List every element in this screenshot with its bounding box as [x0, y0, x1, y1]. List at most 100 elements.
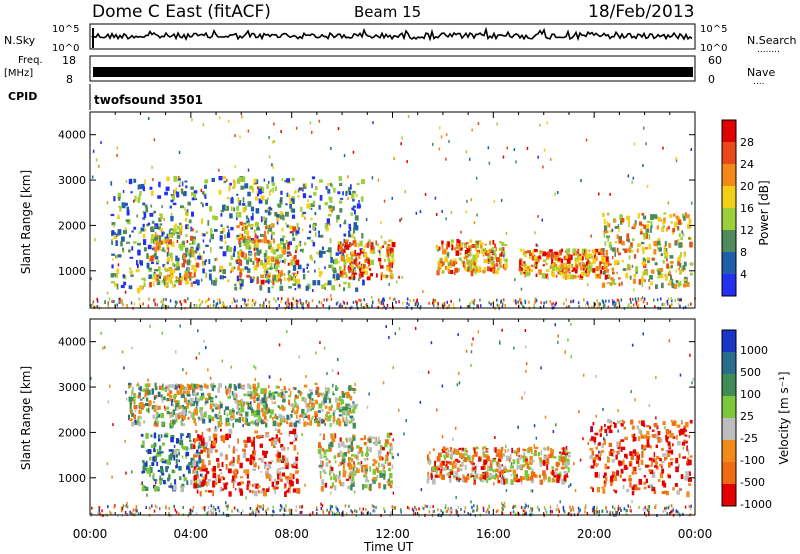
power-cell [632, 303, 635, 307]
velocity-cell [457, 476, 460, 480]
velocity-cell [268, 461, 272, 465]
power-cell [683, 279, 687, 281]
velocity-cell [90, 376, 92, 380]
power-cell [231, 267, 234, 272]
power-cell [343, 233, 347, 237]
power-cell [358, 261, 361, 265]
power-cell [172, 284, 175, 289]
velocity-cell [190, 383, 194, 389]
power-cell [267, 287, 271, 293]
velocity-cell [240, 401, 243, 408]
velocity-cell [441, 435, 444, 439]
power-cell [185, 300, 187, 304]
power-cell [256, 191, 259, 194]
velocity-cell [249, 385, 252, 390]
velocity-cell [679, 432, 682, 436]
velocity-cell [473, 481, 475, 485]
velocity-cell [252, 450, 256, 456]
velocity-cell [479, 476, 483, 480]
power-cell [258, 188, 262, 195]
velocity-cell [303, 384, 308, 388]
power-cell [347, 197, 349, 200]
power-cell [234, 165, 236, 169]
velocity-cell [634, 436, 637, 441]
power-cell [614, 219, 617, 223]
power-cell [466, 305, 469, 309]
velocity-cell [568, 484, 570, 488]
velocity-cell [375, 477, 378, 482]
power-cell [440, 135, 443, 139]
velocity-cell [438, 452, 442, 457]
power-cell [542, 259, 547, 263]
power-cell [365, 303, 367, 307]
power-cell [417, 302, 419, 306]
velocity-cell [290, 481, 294, 487]
power-cell [163, 231, 165, 235]
power-cell [218, 176, 223, 181]
velocity-cell [486, 465, 490, 471]
velocity-cell [360, 461, 363, 464]
power-cell [330, 257, 333, 263]
velocity-cell [194, 461, 199, 468]
velocity-cell [245, 411, 249, 417]
velocity-cell [624, 453, 628, 458]
power-cell [305, 300, 308, 304]
velocity-cell [568, 451, 571, 454]
velocity-cell [634, 398, 636, 402]
power-cell [319, 254, 323, 258]
power-cell [170, 273, 174, 279]
velocity-cell [142, 440, 145, 446]
power-cell [472, 268, 475, 272]
power-cell [353, 273, 356, 280]
velocity-cell [230, 414, 235, 420]
power-cell [295, 233, 298, 236]
velocity-cell [569, 505, 571, 509]
power-cell [571, 263, 574, 268]
velocity-cell [529, 455, 533, 461]
velocity-cell [512, 506, 514, 509]
power-cell [391, 262, 393, 269]
velocity-cell [288, 489, 291, 494]
velocity-cell [608, 429, 613, 434]
power-cell [111, 253, 115, 256]
power-cell [153, 275, 158, 280]
power-cell [269, 267, 273, 270]
velocity-cell [283, 507, 286, 511]
power-cell [184, 270, 188, 274]
velocity-cell [624, 464, 628, 470]
power-cell [147, 244, 152, 250]
power-cell [547, 251, 551, 258]
velocity-cell [335, 505, 337, 509]
velocity-cell [159, 478, 162, 484]
power-cell [271, 286, 274, 289]
power-cell [332, 267, 336, 272]
velocity-cell [473, 451, 478, 457]
velocity-cell [287, 447, 290, 450]
velocity-cell [171, 485, 174, 489]
velocity-cell [528, 461, 533, 465]
velocity-cell [131, 511, 133, 515]
velocity-cell [657, 437, 661, 443]
velocity-cell [131, 397, 135, 401]
power-cell [395, 300, 397, 304]
velocity-cell [242, 424, 244, 428]
power-cell [171, 257, 173, 262]
power-cell [160, 248, 163, 252]
velocity-cell [494, 447, 497, 453]
velocity-cell [155, 481, 157, 485]
power-cell [154, 236, 159, 243]
velocity-cell [189, 439, 192, 442]
power-cell [459, 252, 462, 256]
power-cell [233, 179, 235, 183]
power-cell [168, 229, 171, 235]
power-cell [565, 305, 568, 309]
power-cell [607, 263, 612, 266]
power-cell [153, 252, 157, 257]
velocity-cell [623, 507, 626, 511]
velocity-cell [691, 381, 693, 385]
power-cell [184, 217, 188, 222]
power-cell [622, 248, 625, 251]
velocity-cell [414, 326, 417, 330]
velocity-cell [276, 449, 279, 453]
velocity-cell [286, 414, 289, 420]
